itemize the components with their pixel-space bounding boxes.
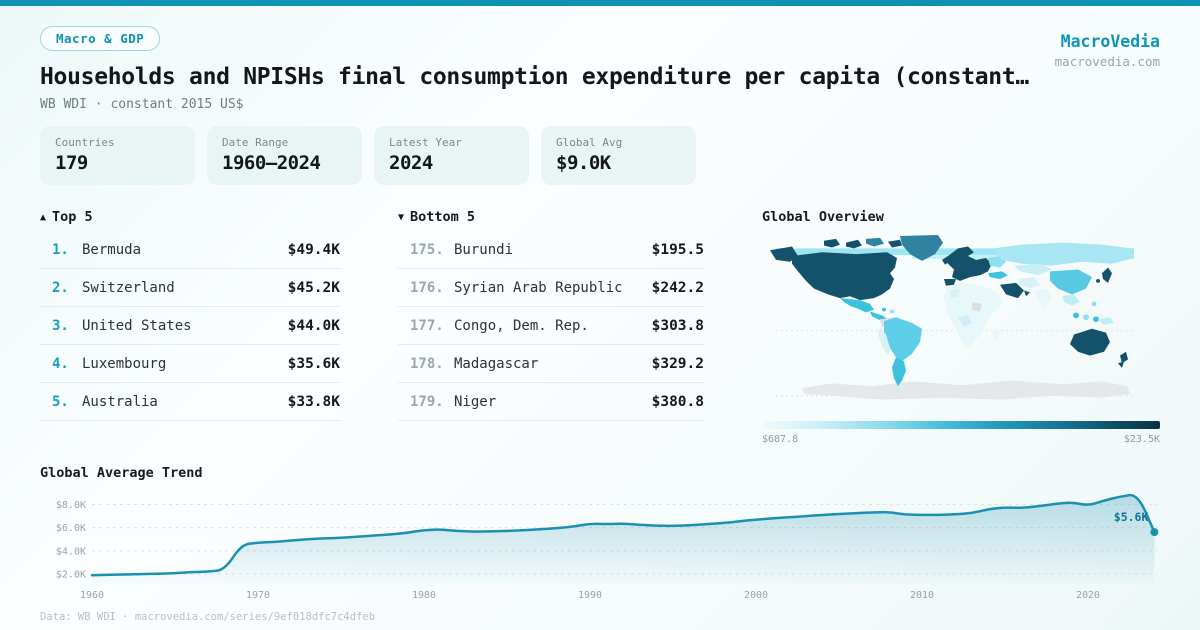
page-subtitle: WB WDI · constant 2015 US$	[40, 97, 244, 112]
list-item: 176. Syrian Arab Republic $242.2	[398, 269, 704, 307]
country-value: $35.6K	[287, 356, 340, 372]
country-name: United States	[82, 318, 192, 334]
choropleth-color-scale	[762, 421, 1160, 429]
stat-label: Global Avg	[556, 136, 623, 149]
list-item: 178. Madagascar $329.2	[398, 345, 704, 383]
stat-card-global-avg: Global Avg $9.0K	[541, 126, 696, 185]
list-item: 1. Bermuda $49.4K	[40, 231, 340, 269]
global-overview-panel: Global Overview	[762, 209, 1160, 445]
category-badge: Macro & GDP	[40, 26, 161, 51]
stat-value: 179	[55, 152, 88, 174]
rank: 176.	[410, 280, 444, 296]
rank: 178.	[410, 356, 444, 372]
trend-line	[90, 493, 1156, 577]
svg-text:$4.0K: $4.0K	[56, 546, 86, 557]
top5-title: Top 5	[52, 209, 93, 225]
rank: 1.	[52, 242, 69, 258]
stat-card-date-range: Date Range 1960–2024	[207, 126, 362, 185]
trend-title: Global Average Trend	[40, 465, 203, 481]
stat-card-countries: Countries 179	[40, 126, 195, 185]
svg-text:2010: 2010	[910, 590, 934, 601]
svg-text:$2.0K: $2.0K	[56, 570, 86, 581]
svg-text:$8.0K: $8.0K	[56, 500, 86, 511]
country-value: $195.5	[651, 242, 704, 258]
rank: 3.	[52, 318, 69, 334]
page: Macro & GDP MacroVedia macrovedia.com Ho…	[0, 6, 1200, 630]
country-name: Niger	[454, 394, 497, 410]
list-item: 2. Switzerland $45.2K	[40, 269, 340, 307]
rank: 175.	[410, 242, 444, 258]
y-axis-labels: $2.0K $4.0K $6.0K $8.0K	[56, 500, 86, 580]
bottom5-header: ▼ Bottom 5	[398, 209, 704, 225]
svg-text:2020: 2020	[1076, 590, 1100, 601]
country-value: $303.8	[651, 318, 704, 334]
country-name: Burundi	[454, 242, 514, 258]
brand-name: MacroVedia	[1060, 32, 1160, 51]
svg-text:1960: 1960	[80, 590, 104, 601]
top-accent-bar	[0, 0, 1200, 6]
stat-label: Date Range	[222, 136, 289, 149]
rank: 4.	[52, 356, 69, 372]
country-value: $33.8K	[287, 394, 340, 410]
country-value: $329.2	[651, 356, 704, 372]
top5-header: ▲ Top 5	[40, 209, 340, 225]
stat-label: Latest Year	[389, 136, 462, 149]
country-value: $49.4K	[287, 242, 340, 258]
map-title: Global Overview	[762, 209, 884, 225]
trend-line-chart: $2.0K$4.0K$6.0K$8.0K $5.6K 1960 1970 1980 1…	[56, 493, 1159, 601]
country-name: Congo, Dem. Rep.	[454, 318, 589, 334]
brand-domain: macrovedia.com	[1054, 54, 1160, 69]
country-value: $44.0K	[287, 318, 340, 334]
list-item: 177. Congo, Dem. Rep. $303.8	[398, 307, 704, 345]
country-name: Australia	[82, 394, 158, 410]
list-item: 4. Luxembourg $35.6K	[40, 345, 340, 383]
x-axis-labels: 1960 1970 1980 1990 2000 2010 2020	[80, 590, 1100, 601]
svg-text:2000: 2000	[744, 590, 768, 601]
last-point-marker	[1150, 528, 1159, 537]
country-name: Syrian Arab Republic	[454, 280, 623, 296]
up-triangle-icon: ▲	[40, 212, 47, 223]
world-map-svg	[770, 235, 1136, 400]
trend-section: Global Average Trend $2.0K $4.0K $6.0K $8.0…	[40, 465, 1160, 612]
stat-value: 1960–2024	[222, 152, 321, 174]
list-item: 175. Burundi $195.5	[398, 231, 704, 269]
rank: 2.	[52, 280, 69, 296]
top5-list: ▲ Top 5 1. Bermuda $49.4K 2. Switzerland …	[40, 209, 340, 445]
stat-value: $9.0K	[556, 152, 611, 174]
world-choropleth-map	[762, 235, 1160, 417]
bottom5-title: Bottom 5	[410, 209, 476, 225]
svg-text:1990: 1990	[578, 590, 602, 601]
country-name: Luxembourg	[82, 356, 167, 372]
country-name: Switzerland	[82, 280, 175, 296]
attribution-footer: Data: WB WDI · macrovedia.com/series/9ef…	[40, 611, 376, 623]
stat-card-latest-year: Latest Year 2024	[374, 126, 529, 185]
list-item: 5. Australia $33.8K	[40, 383, 340, 421]
down-triangle-icon: ▼	[398, 212, 405, 223]
stat-cards: Countries 179 Date Range 1960–2024 Lates…	[40, 126, 1160, 185]
end-value-label: $5.6K	[1114, 510, 1149, 524]
stat-label: Countries	[55, 136, 115, 149]
country-name: Bermuda	[82, 242, 142, 258]
svg-text:1980: 1980	[412, 590, 436, 601]
country-value: $45.2K	[287, 280, 340, 296]
rank: 179.	[410, 394, 444, 410]
legend-max-label: $23.5K	[1123, 434, 1160, 445]
country-value: $242.2	[651, 280, 704, 296]
page-title: Households and NPISHs final consumption …	[40, 64, 1029, 90]
country-name: Madagascar	[454, 356, 539, 372]
area-fill	[92, 495, 1155, 584]
stat-value: 2024	[389, 152, 433, 174]
rank: 177.	[410, 318, 444, 334]
svg-text:$6.0K: $6.0K	[56, 523, 86, 534]
list-item: 179. Niger $380.8	[398, 383, 704, 421]
svg-text:1970: 1970	[246, 590, 270, 601]
bottom5-list: ▼ Bottom 5 175. Burundi $195.5 176. Syria…	[398, 209, 704, 445]
country-value: $380.8	[651, 394, 704, 410]
legend-min-label: $687.8	[762, 434, 799, 445]
rank: 5.	[52, 394, 69, 410]
list-item: 3. United States $44.0K	[40, 307, 340, 345]
brand-block: MacroVedia macrovedia.com	[1055, 32, 1160, 69]
